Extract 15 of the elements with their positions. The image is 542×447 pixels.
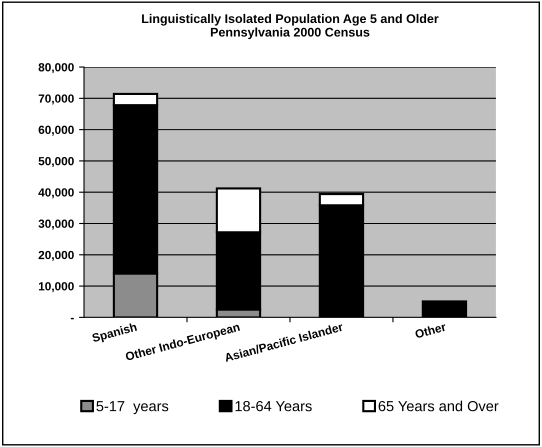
x-tick-label: Spanish — [91, 322, 138, 345]
x-tick-label: Other — [414, 322, 447, 338]
legend-label: 65 Years and Over — [378, 400, 498, 412]
y-tick-label: 20,000 — [38, 250, 74, 261]
chart-title: Linguistically Isolated Population Age 5 and Older Pennsylvania 2000 Census — [142, 14, 439, 40]
legend-label: 18-64 Years — [236, 400, 312, 412]
y-tick-label: - — [70, 318, 74, 320]
y-tick-label: 30,000 — [38, 220, 74, 230]
y-tick-label: 10,000 — [38, 282, 74, 292]
y-tick-label: 80,000 — [38, 63, 74, 74]
y-tick-label: 50,000 — [38, 156, 74, 168]
legend-label: 5-17 years — [96, 401, 168, 414]
y-tick-label: 40,000 — [38, 188, 74, 198]
y-tick-label: 70,000 — [38, 94, 74, 104]
y-tick-label: 60,000 — [38, 126, 74, 136]
